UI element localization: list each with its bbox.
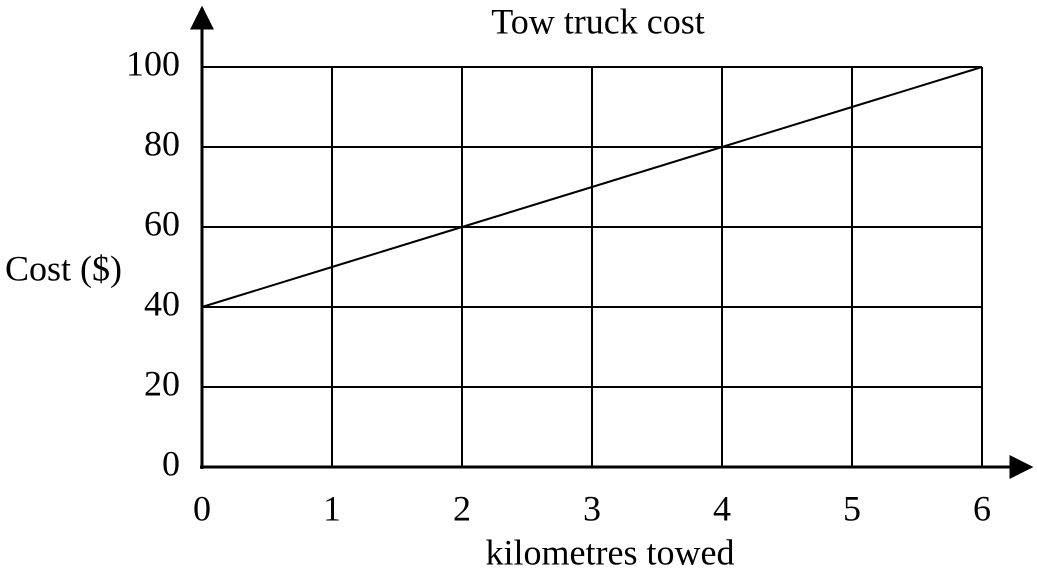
x-tick-label: 4	[713, 488, 731, 528]
y-axis-label: Cost ($)	[5, 248, 122, 288]
y-tick-label: 80	[144, 123, 180, 163]
plot-area: 0 20 40 60 80 100 0 1 2 3 4 5 6	[126, 43, 991, 528]
data-line	[201, 66, 983, 308]
y-tick-label: 40	[144, 283, 180, 323]
x-tick-label: 6	[973, 488, 991, 528]
x-axis-label: kilometres towed	[486, 532, 735, 572]
x-tick-label: 1	[323, 488, 341, 528]
y-tick-label: 0	[162, 443, 180, 483]
x-tick-label: 3	[583, 488, 601, 528]
y-tick-label: 60	[144, 203, 180, 243]
x-tick-label: 0	[193, 488, 211, 528]
chart-title: Tow truck cost	[491, 1, 704, 41]
y-tick-label: 100	[126, 43, 180, 83]
y-tick-label: 20	[144, 363, 180, 403]
x-tick-label: 2	[453, 488, 471, 528]
x-tick-label: 5	[843, 488, 861, 528]
